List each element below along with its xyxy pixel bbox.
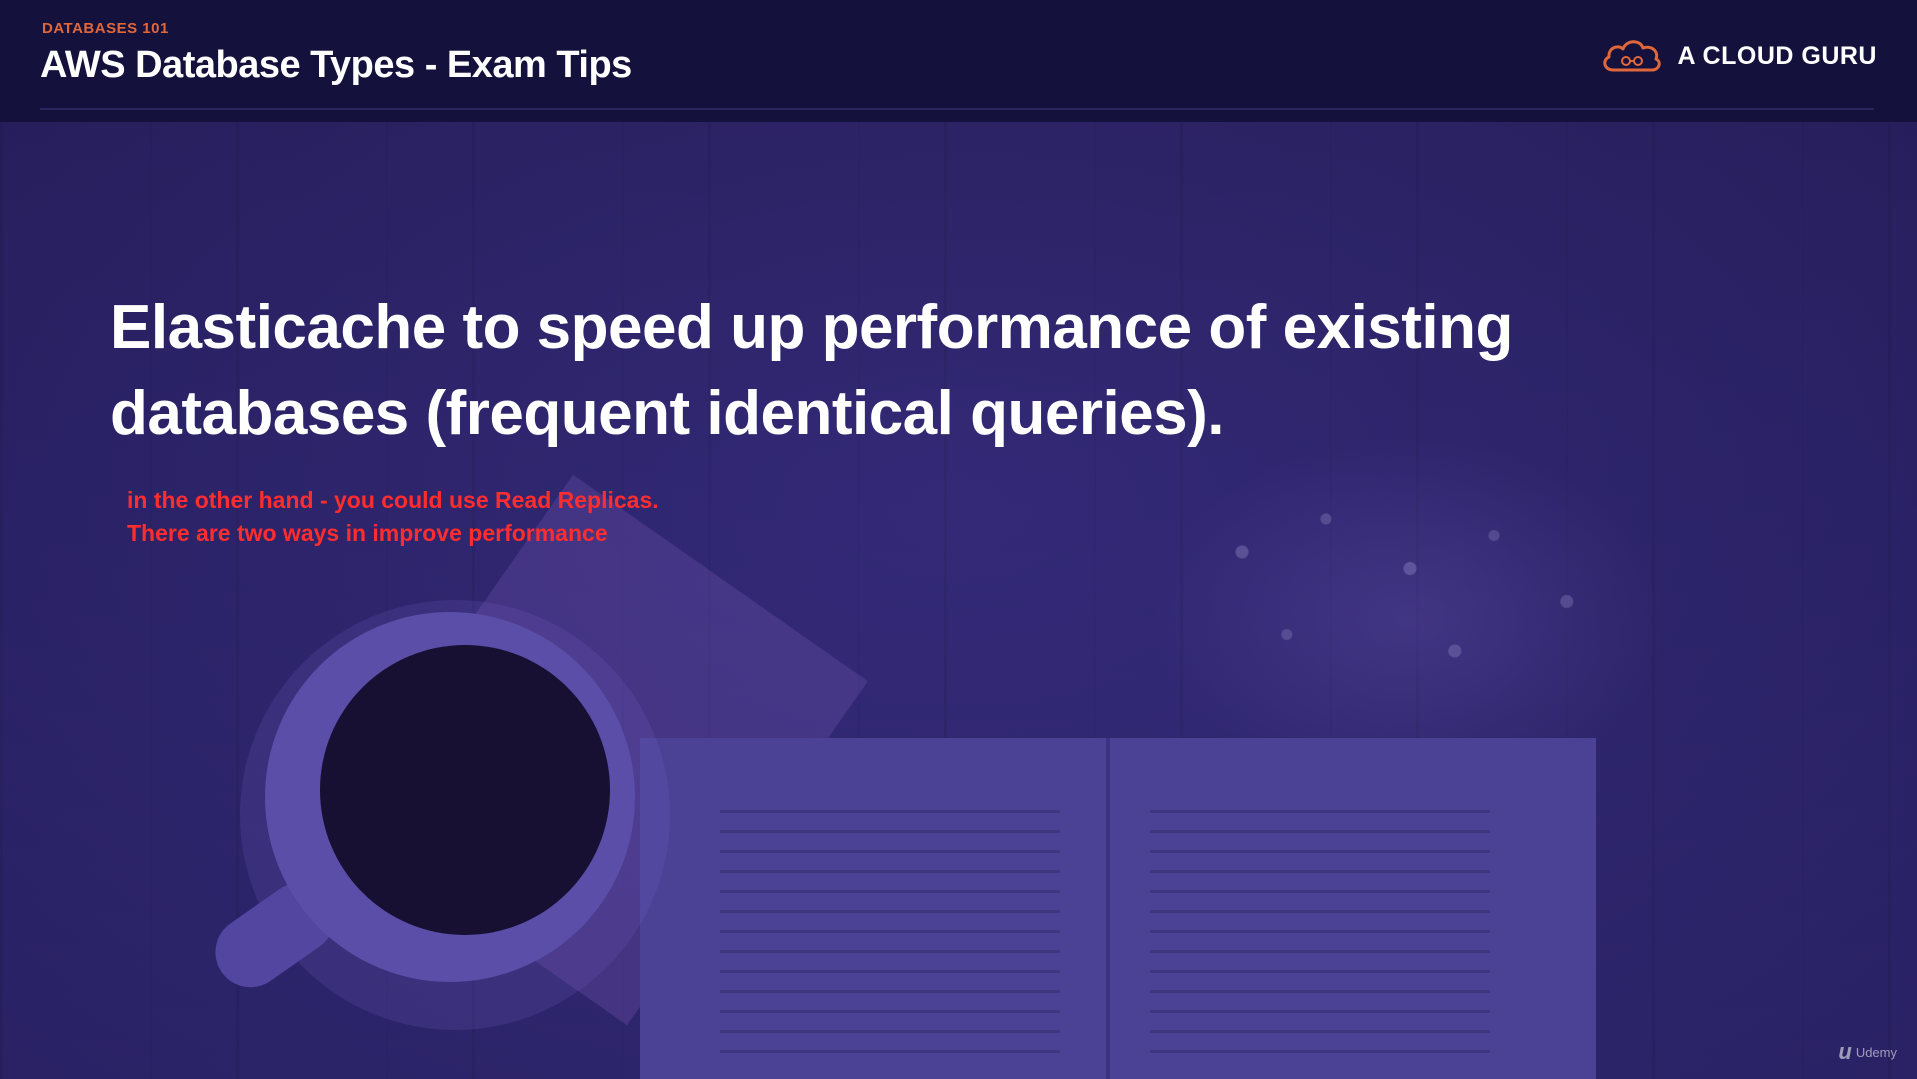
- flowers-decoration: [1130, 420, 1690, 750]
- slide-title: AWS Database Types - Exam Tips: [40, 44, 632, 86]
- open-book-decoration: [640, 738, 1596, 1079]
- book-left-page-text: [720, 810, 1060, 1070]
- book-right-page-text: [1150, 810, 1490, 1070]
- cloud-logo-icon: [1603, 40, 1662, 72]
- headline: Elasticache to speed up performance of e…: [110, 285, 1710, 457]
- headline-line-2: databases (frequent identical queries).: [110, 379, 1225, 448]
- brand-name: A CLOUD GURU: [1677, 41, 1877, 70]
- annotation-line-2: There are two ways in improve performanc…: [127, 520, 608, 546]
- header-divider: [40, 108, 1874, 110]
- slide-header: DATABASES 101 AWS Database Types - Exam …: [0, 0, 1917, 122]
- annotation-note: in the other hand - you could use Read R…: [127, 484, 659, 550]
- udemy-watermark: u Udemy: [1838, 1039, 1897, 1065]
- watermark-text: Udemy: [1855, 1044, 1897, 1060]
- brand-logo: A CLOUD GURU: [1599, 36, 1877, 76]
- headline-line-1: Elasticache to speed up performance of e…: [110, 293, 1513, 362]
- annotation-line-1: in the other hand - you could use Read R…: [127, 487, 659, 513]
- book-spine: [1106, 738, 1110, 1079]
- udemy-logo-icon: u: [1838, 1039, 1852, 1064]
- coffee-decoration: [320, 645, 610, 935]
- section-label: DATABASES 101: [42, 20, 169, 37]
